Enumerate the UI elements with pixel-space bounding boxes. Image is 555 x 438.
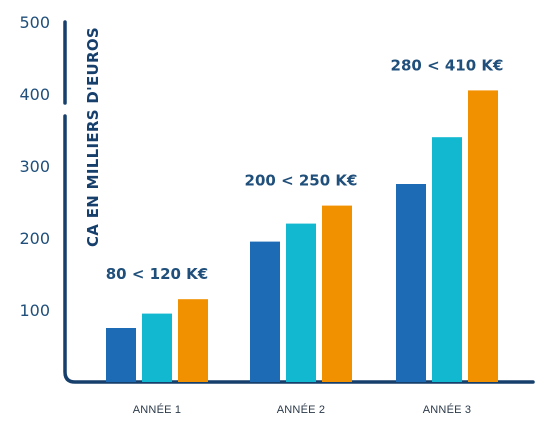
y-tick-label: 400 (19, 85, 50, 104)
y-tick-labels: 100 200 300 400 500 (19, 13, 50, 320)
bar-1-3 (178, 299, 208, 382)
range-annotations: 80 < 120 K€ 200 < 250 K€ 280 < 410 K€ (106, 56, 504, 283)
y-tick-label: 300 (19, 157, 50, 176)
axes (63, 20, 535, 384)
category-label: ANNÉE 1 (133, 403, 181, 416)
bar-3-1 (396, 184, 426, 382)
bar-1-1 (106, 328, 136, 382)
bar-2-3 (322, 205, 352, 382)
category-label: ANNÉE 3 (423, 403, 471, 416)
y-tick-label: 100 (19, 301, 50, 320)
bar-2-1 (250, 241, 280, 382)
bar-2-2 (286, 223, 316, 382)
bars (106, 90, 498, 383)
y-tick-label: 200 (19, 229, 50, 248)
category-label: ANNÉE 2 (277, 403, 325, 416)
range-annotation: 80 < 120 K€ (106, 265, 208, 283)
category-labels: ANNÉE 1 ANNÉE 2 ANNÉE 3 (133, 403, 471, 416)
y-axis-lower-line (63, 114, 535, 384)
y-tick-label: 500 (19, 13, 50, 32)
y-axis-title: CA EN MILLIERS D'EUROS (84, 27, 102, 247)
range-annotation: 280 < 410 K€ (391, 56, 504, 74)
range-annotation: 200 < 250 K€ (245, 172, 358, 190)
bar-1-2 (142, 313, 172, 382)
bar-3-3 (468, 90, 498, 383)
bar-3-2 (432, 137, 462, 382)
